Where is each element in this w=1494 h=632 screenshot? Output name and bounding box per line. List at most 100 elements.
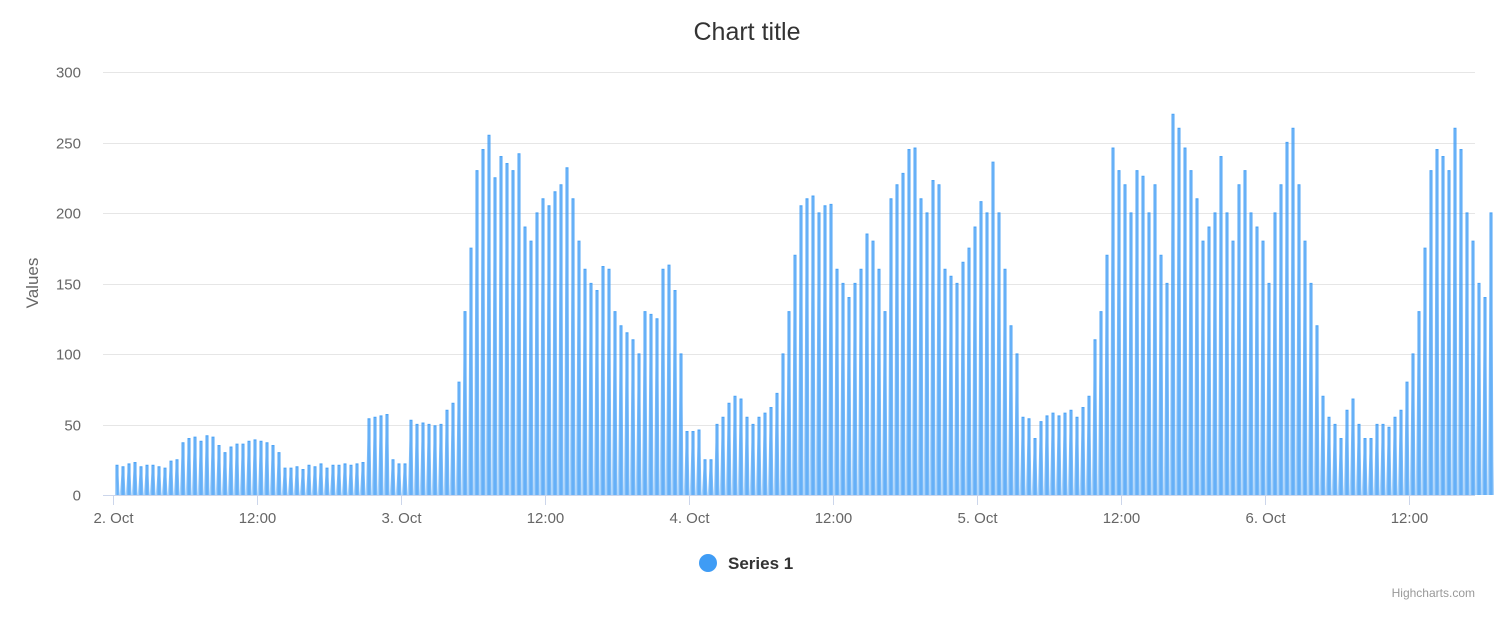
data-point[interactable] [1154, 184, 1156, 186]
data-point[interactable] [1208, 226, 1210, 228]
data-point[interactable] [608, 268, 610, 270]
data-point[interactable] [554, 191, 556, 193]
data-point[interactable] [800, 205, 802, 207]
data-point[interactable] [386, 414, 388, 416]
data-point[interactable] [1472, 240, 1474, 242]
data-point[interactable] [176, 459, 178, 461]
data-point[interactable] [1340, 438, 1342, 440]
data-point[interactable] [560, 184, 562, 186]
data-point[interactable] [1268, 283, 1270, 285]
data-point[interactable] [566, 167, 568, 169]
data-point[interactable] [776, 393, 778, 395]
data-point[interactable] [170, 460, 172, 462]
data-point[interactable] [524, 226, 526, 228]
data-point[interactable] [1370, 438, 1372, 440]
data-point[interactable] [482, 149, 484, 151]
data-point[interactable] [518, 153, 520, 155]
data-point[interactable] [1490, 212, 1492, 214]
data-point[interactable] [1292, 127, 1294, 129]
data-point[interactable] [410, 419, 412, 421]
data-point[interactable] [1460, 149, 1462, 151]
data-point[interactable] [500, 156, 502, 158]
data-point[interactable] [668, 264, 670, 266]
data-point[interactable] [998, 212, 1000, 214]
data-point[interactable] [116, 464, 118, 466]
data-point[interactable] [1094, 339, 1096, 341]
data-point[interactable] [1070, 409, 1072, 411]
data-point[interactable] [1442, 156, 1444, 158]
data-point[interactable] [1274, 212, 1276, 214]
data-point[interactable] [620, 325, 622, 327]
data-point[interactable] [284, 467, 286, 469]
data-point[interactable] [1142, 175, 1144, 177]
data-point[interactable] [962, 261, 964, 263]
data-point[interactable] [1424, 247, 1426, 249]
data-point[interactable] [134, 462, 136, 464]
data-point[interactable] [314, 466, 316, 468]
data-point[interactable] [158, 466, 160, 468]
data-point[interactable] [146, 464, 148, 466]
data-point[interactable] [1178, 127, 1180, 129]
data-point[interactable] [1346, 409, 1348, 411]
data-point[interactable] [1316, 325, 1318, 327]
data-point[interactable] [1076, 416, 1078, 418]
data-point[interactable] [404, 463, 406, 465]
data-point[interactable] [770, 407, 772, 409]
data-point[interactable] [590, 283, 592, 285]
data-point[interactable] [836, 268, 838, 270]
data-point[interactable] [254, 439, 256, 441]
data-point[interactable] [632, 339, 634, 341]
data-point[interactable] [572, 198, 574, 200]
data-point[interactable] [842, 283, 844, 285]
data-point[interactable] [392, 459, 394, 461]
data-point[interactable] [734, 395, 736, 397]
data-point[interactable] [1430, 170, 1432, 172]
data-point[interactable] [230, 446, 232, 448]
data-point[interactable] [1400, 409, 1402, 411]
data-point[interactable] [1214, 212, 1216, 214]
data-point[interactable] [1286, 142, 1288, 144]
data-point[interactable] [578, 240, 580, 242]
data-point[interactable] [1238, 184, 1240, 186]
data-point[interactable] [740, 398, 742, 400]
data-point[interactable] [200, 440, 202, 442]
data-point[interactable] [1304, 240, 1306, 242]
data-point[interactable] [866, 233, 868, 235]
data-point[interactable] [362, 462, 364, 464]
data-point[interactable] [476, 170, 478, 172]
data-point[interactable] [1436, 149, 1438, 151]
data-point[interactable] [488, 134, 490, 136]
data-point[interactable] [338, 464, 340, 466]
data-point[interactable] [224, 452, 226, 454]
data-point[interactable] [212, 436, 214, 438]
data-point[interactable] [368, 418, 370, 420]
data-point[interactable] [980, 201, 982, 203]
data-point[interactable] [1160, 254, 1162, 256]
data-point[interactable] [320, 463, 322, 465]
data-point[interactable] [1112, 147, 1114, 149]
data-point[interactable] [422, 422, 424, 424]
data-point[interactable] [1196, 198, 1198, 200]
data-point[interactable] [686, 431, 688, 433]
data-point[interactable] [1262, 240, 1264, 242]
data-point[interactable] [194, 436, 196, 438]
data-point[interactable] [1046, 415, 1048, 417]
data-point[interactable] [758, 416, 760, 418]
data-point[interactable] [1172, 113, 1174, 115]
data-point[interactable] [326, 467, 328, 469]
data-point[interactable] [428, 424, 430, 426]
data-point[interactable] [986, 212, 988, 214]
data-point[interactable] [896, 184, 898, 186]
data-point[interactable] [278, 452, 280, 454]
data-point[interactable] [1382, 424, 1384, 426]
data-point[interactable] [1022, 416, 1024, 418]
data-point[interactable] [932, 180, 934, 182]
data-point[interactable] [1484, 297, 1486, 299]
data-point[interactable] [710, 459, 712, 461]
data-point[interactable] [440, 424, 442, 426]
data-point[interactable] [1322, 395, 1324, 397]
data-point[interactable] [1052, 412, 1054, 414]
data-point[interactable] [680, 353, 682, 355]
data-point[interactable] [1358, 424, 1360, 426]
data-point[interactable] [944, 268, 946, 270]
